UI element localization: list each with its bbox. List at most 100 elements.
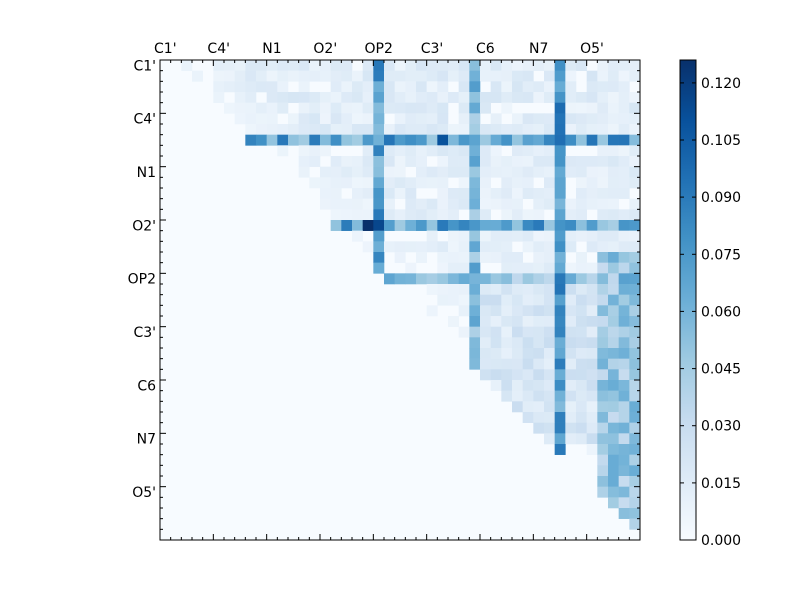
heatmap-cell: [373, 156, 385, 167]
heatmap-cell: [629, 166, 641, 178]
heatmap-cell: [416, 273, 427, 285]
heatmap-cell: [394, 209, 406, 221]
heatmap-cell: [320, 102, 331, 114]
heatmap-cell: [618, 145, 630, 157]
heatmap-cell: [480, 92, 491, 103]
heatmap-cell: [554, 337, 566, 349]
heatmap-cell: [298, 102, 310, 114]
heatmap-cell: [394, 273, 406, 285]
heatmap-cell: [405, 60, 417, 71]
heatmap-cell: [480, 305, 491, 317]
heatmap-cell: [352, 102, 363, 114]
y-tick-labels: C1' C4' N1 O2' OP2 C3' C6 N7 O5': [128, 58, 156, 501]
heatmap-cell: [352, 166, 363, 178]
heatmap-cell: [490, 92, 502, 103]
heatmap-cell: [629, 433, 641, 445]
heatmap-cell: [576, 390, 587, 402]
heatmap-cell: [544, 145, 555, 157]
heatmap-cell: [608, 230, 619, 242]
heatmap-cell: [469, 209, 481, 221]
heatmap-cell: [554, 134, 566, 146]
heatmap-cell: [501, 81, 513, 93]
heatmap-cell: [618, 497, 630, 509]
colorbar-tick-label: 0.120: [701, 76, 741, 92]
heatmap-cell: [597, 262, 609, 274]
heatmap-cell: [490, 294, 502, 306]
heatmap-cell: [586, 220, 598, 231]
heatmap-cell: [608, 444, 619, 455]
heatmap-cell: [234, 113, 246, 125]
heatmap-cell: [384, 241, 395, 253]
heatmap-cell: [320, 145, 331, 157]
heatmap-cell: [448, 198, 459, 210]
heatmap-cell: [554, 81, 566, 93]
heatmap-cell: [373, 198, 385, 210]
heatmap-cell: [544, 113, 555, 125]
heatmap-cell: [597, 209, 609, 221]
heatmap-cell: [501, 337, 513, 349]
heatmap-cell: [373, 166, 385, 178]
heatmap-cell: [426, 124, 438, 135]
heatmap-cell: [597, 401, 609, 413]
heatmap-cell: [469, 241, 481, 253]
heatmap-cell: [618, 369, 630, 381]
heatmap-cell: [469, 348, 481, 359]
heatmap-cell: [544, 124, 555, 135]
heatmap-cell: [224, 102, 235, 114]
heatmap-cell: [576, 284, 587, 295]
heatmap-cell: [544, 273, 555, 285]
heatmap-cell: [618, 81, 630, 93]
heatmap-cell: [426, 241, 438, 253]
heatmap-cell: [576, 60, 587, 71]
heatmap-cell: [405, 273, 417, 285]
heatmap-cell: [522, 145, 534, 157]
heatmap-cell: [256, 60, 267, 71]
heatmap-cell: [352, 209, 363, 221]
heatmap-cell: [405, 156, 417, 167]
heatmap-cell: [608, 273, 619, 285]
heatmap-cell: [405, 92, 417, 103]
heatmap-cell: [512, 156, 523, 167]
heatmap-cell: [522, 113, 534, 125]
x-tick-labels: C1' C4' N1 O2' OP2 C3' C6 N7 O5': [154, 41, 604, 57]
heatmap-cell: [618, 209, 630, 221]
heatmap-cell: [448, 294, 459, 306]
heatmap-cell: [597, 70, 609, 82]
heatmap-cell: [245, 60, 257, 71]
heatmap-cell: [533, 81, 545, 93]
heatmap-cell: [618, 316, 630, 327]
heatmap-cell: [224, 60, 235, 71]
heatmap-cell: [448, 316, 459, 327]
heatmap-cell: [618, 92, 630, 103]
heatmap-cell: [608, 252, 619, 263]
heatmap-cell: [512, 326, 523, 338]
heatmap-cell: [597, 273, 609, 285]
heatmap-cell: [501, 273, 513, 285]
heatmap-cell: [544, 284, 555, 295]
heatmap-cell: [554, 433, 566, 445]
heatmap-cell: [480, 348, 491, 359]
heatmap-cell: [608, 486, 619, 498]
heatmap-cell: [608, 188, 619, 199]
heatmap-cell: [586, 156, 598, 167]
heatmap-cell: [629, 326, 641, 338]
heatmap-cell: [608, 177, 619, 189]
heatmap-cell: [618, 252, 630, 263]
heatmap-cell: [469, 220, 481, 231]
heatmap-cell: [629, 134, 641, 146]
heatmap-cell: [384, 156, 395, 167]
heatmap-cell: [448, 92, 459, 103]
heatmap-cell: [629, 60, 641, 71]
heatmap-cell: [373, 262, 385, 274]
heatmap-cell: [512, 124, 523, 135]
heatmap-cell: [256, 124, 267, 135]
heatmap-cell: [597, 326, 609, 338]
heatmap-cell: [352, 198, 363, 210]
heatmap-cell: [544, 412, 555, 423]
heatmap-cell: [256, 102, 267, 114]
heatmap-cell: [629, 401, 641, 413]
heatmap-cell: [373, 188, 385, 199]
heatmap-cell: [469, 156, 481, 167]
heatmap-cell: [522, 262, 534, 274]
heatmap-cell: [320, 60, 331, 71]
